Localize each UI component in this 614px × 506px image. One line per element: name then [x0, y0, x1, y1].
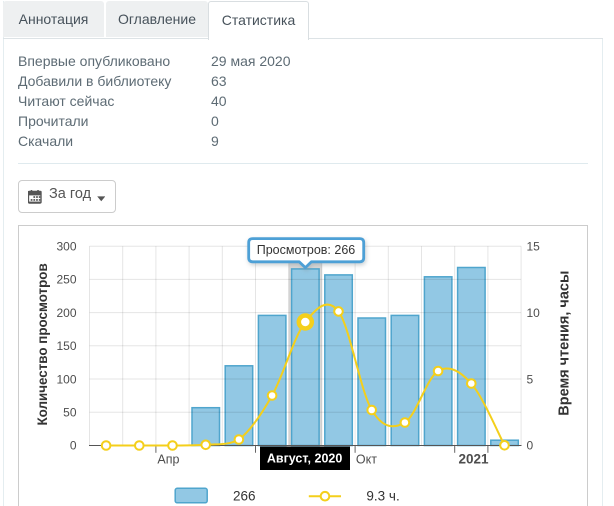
svg-text:15: 15 [527, 240, 541, 254]
svg-text:150: 150 [56, 339, 76, 353]
svg-text:Апр: Апр [157, 453, 179, 467]
svg-text:5: 5 [527, 372, 534, 386]
svg-text:9.3 ч.: 9.3 ч. [366, 489, 399, 504]
svg-text:10: 10 [527, 306, 541, 320]
svg-text:100: 100 [56, 372, 76, 386]
svg-text:Август, 2020: Август, 2020 [267, 452, 342, 466]
svg-text:2021: 2021 [459, 452, 490, 467]
svg-text:Время чтения, часы: Время чтения, часы [557, 271, 573, 416]
svg-text:0: 0 [527, 439, 534, 453]
svg-text:250: 250 [56, 273, 76, 287]
svg-text:0: 0 [70, 439, 77, 453]
svg-text:Количество просмотров: Количество просмотров [35, 263, 50, 425]
svg-text:200: 200 [56, 306, 76, 320]
svg-text:300: 300 [56, 240, 76, 254]
svg-text:266: 266 [233, 489, 256, 504]
svg-text:50: 50 [63, 406, 77, 420]
svg-text:Окт: Окт [356, 453, 377, 467]
svg-text:Просмотров: 266: Просмотров: 266 [257, 243, 356, 257]
